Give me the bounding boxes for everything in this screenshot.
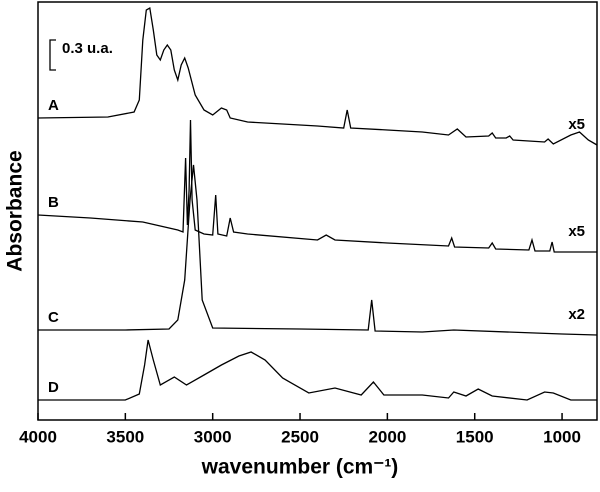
plot-frame xyxy=(37,1,598,421)
x-tick-label: 3000 xyxy=(194,427,232,446)
series-label: A xyxy=(48,97,59,114)
x-tick-label: 4000 xyxy=(19,427,57,446)
x-tick-label: 1000 xyxy=(543,427,581,446)
x-tick-label: 2000 xyxy=(368,427,406,446)
scale-bar xyxy=(49,39,56,71)
scale-factor-label: x5 xyxy=(568,223,585,240)
spectrum-line xyxy=(37,119,597,253)
series-label: D xyxy=(48,379,59,396)
x-tick-label: 1500 xyxy=(456,427,494,446)
x-axis-title: wavenumber (cm⁻¹) xyxy=(201,456,399,479)
y-axis-title: Absorbance xyxy=(4,150,27,271)
x-tick-label: 2500 xyxy=(281,427,319,446)
spectrum-line xyxy=(38,164,598,336)
scale-factor-label: x5 xyxy=(568,116,585,133)
scale-factor-label: x2 xyxy=(568,306,585,323)
x-tick-label: 3500 xyxy=(106,427,144,446)
spectrum-line xyxy=(38,339,597,401)
spectrum-line xyxy=(37,6,598,146)
scale-bar-label: 0.3 u.a. xyxy=(62,40,113,57)
series-label: C xyxy=(48,309,59,326)
series-label: B xyxy=(48,194,59,211)
